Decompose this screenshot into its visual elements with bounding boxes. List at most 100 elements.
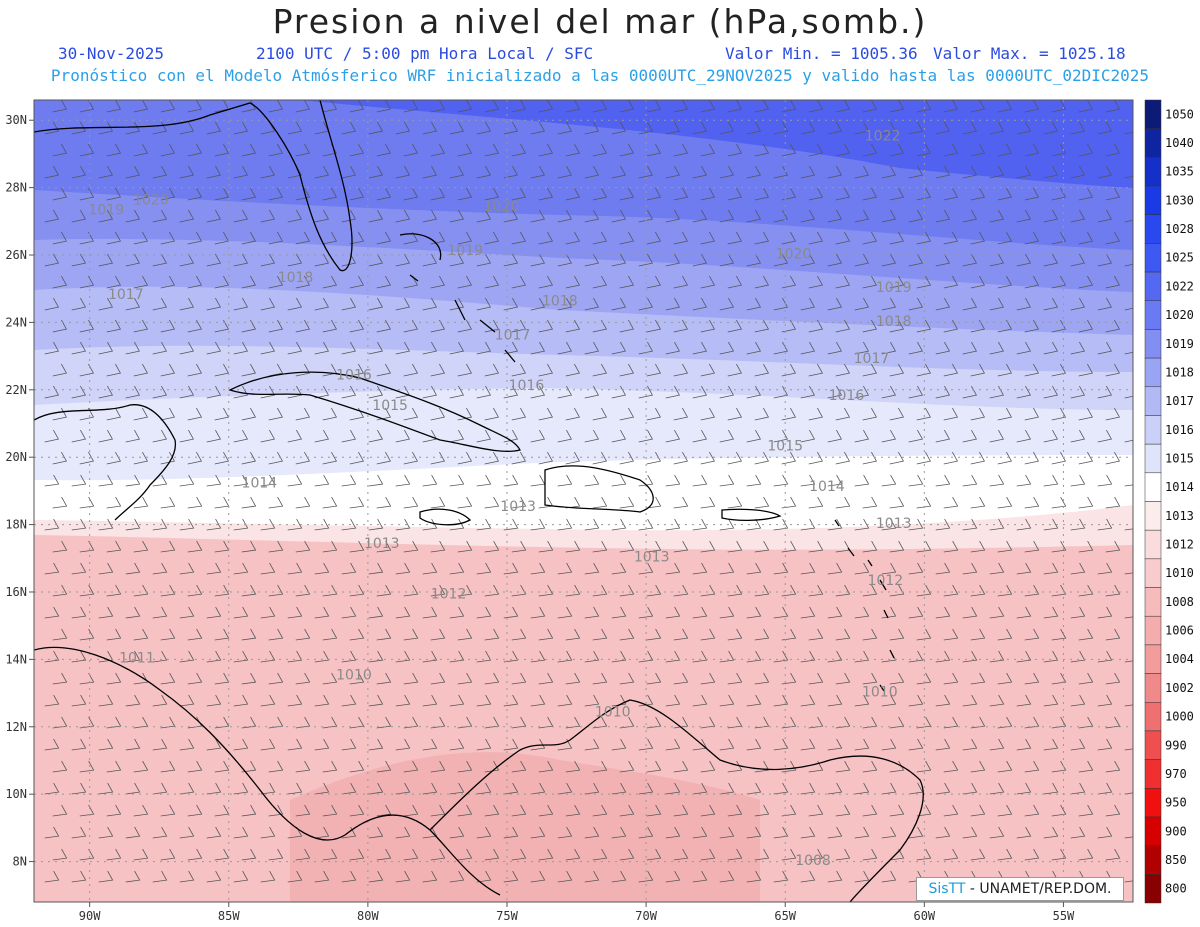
wind-barb: [341, 606, 357, 619]
wind-barb: [1051, 187, 1067, 201]
wind-barb: [754, 716, 770, 729]
wind-barb: [557, 341, 573, 355]
wind-barb: [476, 518, 492, 531]
wind-barb: [511, 804, 527, 817]
wind-barb: [268, 275, 284, 289]
wind-barb: [1016, 694, 1032, 707]
wind-barb: [673, 187, 689, 201]
wind-barb: [206, 253, 222, 267]
wind-barb: [908, 209, 924, 223]
wind-barb: [160, 716, 176, 729]
wind-barb: [287, 826, 303, 839]
wind-barb: [781, 187, 797, 201]
wind-barb: [638, 782, 654, 795]
wind-barb: [341, 518, 357, 531]
wind-barb: [133, 584, 149, 597]
wind-barb: [592, 100, 608, 113]
wind-barb: [557, 870, 573, 883]
wind-barb: [79, 496, 95, 509]
wind-barb: [592, 804, 608, 817]
wind-barb: [403, 584, 419, 597]
wind-barb: [997, 451, 1013, 465]
wind-barb: [854, 253, 870, 267]
wind-barb: [314, 694, 330, 707]
wind-barb: [368, 253, 384, 267]
wind-barb: [106, 760, 122, 773]
wind-barb: [1132, 551, 1133, 553]
wind-barb: [908, 121, 924, 135]
wind-barb: [187, 716, 203, 729]
wind-barb: [1097, 518, 1113, 531]
wind-barb: [44, 474, 60, 487]
colorbar-swatch: [1144, 558, 1162, 588]
wind-barb: [241, 407, 257, 421]
wind-barb: [314, 562, 330, 575]
wind-barb: [1078, 584, 1094, 597]
wind-barb: [241, 187, 257, 201]
wind-barb: [692, 385, 708, 399]
wind-barb: [241, 319, 257, 333]
wind-barb: [152, 782, 168, 795]
wind-barb: [187, 231, 203, 245]
wind-barb: [565, 451, 581, 465]
wind-barb: [1070, 518, 1086, 531]
wind-barb: [206, 474, 222, 487]
wind-barb: [71, 562, 87, 575]
wind-barb: [295, 363, 311, 377]
wind-barb: [530, 297, 546, 311]
wind-barb: [538, 275, 554, 289]
wind-barb: [1132, 243, 1133, 245]
wind-barb: [79, 100, 95, 113]
wind-barb: [476, 385, 492, 399]
wind-barb: [430, 540, 446, 553]
wind-barb: [781, 804, 797, 817]
wind-barb: [565, 584, 581, 597]
wind-barb: [1024, 496, 1040, 509]
wind-barb: [800, 165, 816, 179]
wind-barb: [260, 341, 276, 355]
wind-barb: [98, 253, 114, 267]
lat-tick-label: 30N: [5, 113, 27, 127]
wind-barb: [700, 275, 716, 289]
wind-barb: [557, 738, 573, 751]
colorbar-label: 1019: [1165, 337, 1194, 351]
wind-barb: [349, 363, 365, 377]
colorbar-swatch: [1144, 214, 1162, 244]
wind-barb: [1132, 727, 1133, 729]
wind-barb: [503, 562, 519, 575]
wind-barb: [1124, 395, 1133, 399]
isobar-label: 1016: [829, 388, 865, 404]
wind-barb: [565, 804, 581, 817]
wind-barb: [754, 451, 770, 465]
wind-barb: [106, 407, 122, 421]
wind-barb: [665, 738, 681, 751]
wind-barb: [457, 319, 473, 333]
wind-barb: [943, 407, 959, 421]
wind-barb: [557, 562, 573, 575]
wind-barb: [611, 253, 627, 267]
wind-barb: [1070, 209, 1086, 223]
wind-barb: [1070, 253, 1086, 267]
wind-barb: [287, 253, 303, 267]
wind-barb: [395, 738, 411, 751]
wind-barb: [98, 385, 114, 399]
wind-barb: [314, 782, 330, 795]
wind-barb: [638, 385, 654, 399]
wind-barb: [1024, 451, 1040, 465]
wind-barb: [98, 474, 114, 487]
wind-barb: [592, 540, 608, 553]
wind-barb: [233, 694, 249, 707]
wind-barb: [530, 121, 546, 135]
lon-tick-label: 85W: [218, 909, 240, 923]
wind-barb: [638, 474, 654, 487]
wind-barb: [962, 562, 978, 575]
colorbar-swatch: [1144, 615, 1162, 646]
wind-barb: [214, 848, 230, 861]
colorbar-swatch: [1144, 329, 1162, 359]
wind-barb: [862, 363, 878, 377]
wind-barb: [719, 694, 735, 707]
wind-barb: [187, 275, 203, 289]
wind-barb: [260, 826, 276, 839]
wind-barb: [565, 231, 581, 245]
